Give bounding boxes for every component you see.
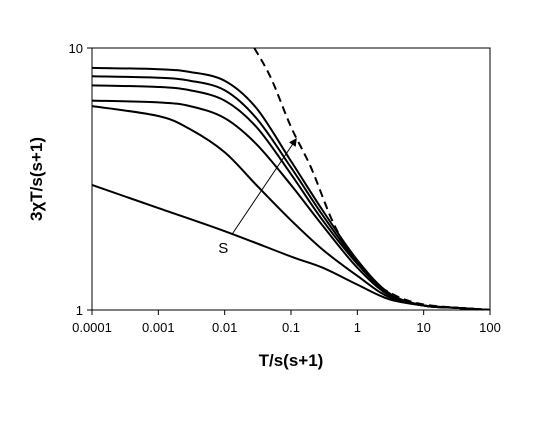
annotations: S <box>218 138 297 257</box>
x-tick-label: 0.1 <box>282 320 300 335</box>
series-line-6 <box>92 66 490 310</box>
x-tick-label: 0.001 <box>142 320 175 335</box>
x-tick-label: 1 <box>354 320 361 335</box>
y-axis-title: 3χT/s(s+1) <box>27 137 46 221</box>
series-layer <box>92 48 490 310</box>
annotation-arrow <box>231 138 297 235</box>
y-tick-label: 10 <box>69 41 83 56</box>
plot-area <box>91 47 491 311</box>
y-axis-ticks: 1 10 <box>69 41 92 318</box>
series-line-7 <box>253 48 490 310</box>
x-tick-label: 0.01 <box>212 320 237 335</box>
x-tick-label: 0.0001 <box>72 320 112 335</box>
x-tick-label: 10 <box>416 320 430 335</box>
annotation-label: S <box>218 240 228 257</box>
x-tick-label: 100 <box>479 320 501 335</box>
x-axis-ticks: 0.0001 0.001 0.01 0.1 1 10 100 <box>72 310 501 335</box>
x-axis-title: T/s(s+1) <box>259 351 324 370</box>
y-tick-label: 1 <box>76 303 83 318</box>
